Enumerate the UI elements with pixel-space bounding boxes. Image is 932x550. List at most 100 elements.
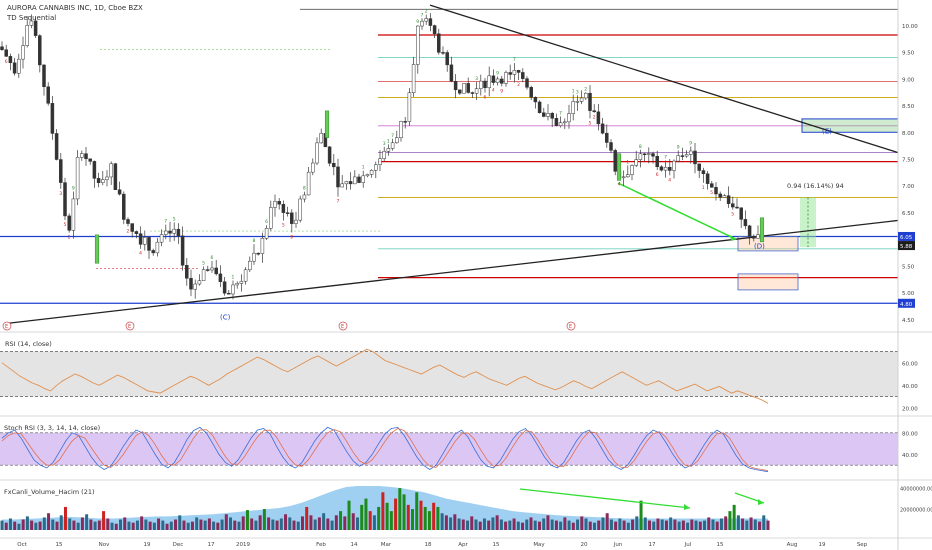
- td-count-label: 8: [639, 144, 642, 150]
- volume-bar: [724, 516, 728, 530]
- time-tick-label: 14: [351, 542, 358, 548]
- candle-body: [239, 280, 244, 284]
- candle-body: [390, 142, 395, 149]
- volume-bar: [474, 519, 478, 530]
- candle-body: [680, 155, 685, 157]
- earnings-marker-label: E: [569, 324, 572, 330]
- time-tick-label: 17: [208, 542, 215, 548]
- rsi-tick-label: 20.00: [902, 406, 918, 412]
- volume-bar: [360, 504, 364, 530]
- volume-pane[interactable]: [0, 486, 770, 530]
- volume-bar: [571, 522, 575, 530]
- time-tick-label: Mar: [381, 542, 392, 548]
- green-arrowhead: [730, 235, 736, 242]
- volume-bar: [466, 520, 470, 530]
- candle-body: [159, 234, 164, 243]
- stoch-rsi-pane[interactable]: [0, 426, 898, 473]
- candle-body: [113, 163, 118, 190]
- volume-bar: [453, 514, 457, 530]
- volume-bar: [385, 502, 389, 530]
- candle-body: [747, 225, 752, 237]
- candle-body: [739, 207, 743, 220]
- td-count-label: 9: [500, 88, 503, 94]
- volume-bar: [643, 517, 647, 530]
- volume-bar: [440, 513, 444, 530]
- candle-body: [252, 252, 256, 262]
- price-label-box: [898, 231, 915, 241]
- candle-body: [17, 58, 21, 74]
- price-label: 4.80: [900, 302, 913, 308]
- candle-body: [357, 176, 361, 183]
- volume-bar: [317, 517, 321, 530]
- candle-body: [487, 75, 491, 89]
- candle-body: [353, 176, 357, 185]
- volume-bar: [47, 513, 51, 530]
- volume-bar: [766, 520, 770, 530]
- time-tick-label: Dec: [173, 542, 184, 548]
- volume-bar: [174, 519, 178, 530]
- candle-body: [218, 273, 223, 282]
- candle-body: [386, 148, 391, 152]
- candle-body: [495, 78, 500, 83]
- volume-bar: [284, 514, 288, 530]
- support-zone-box: [737, 273, 799, 291]
- price-tick-label: 9.50: [902, 51, 915, 57]
- td-count-label: 2: [425, 9, 428, 15]
- candle-body: [630, 165, 634, 175]
- volume-bar: [512, 518, 516, 530]
- volume-bar: [656, 518, 660, 530]
- volume-bar: [533, 520, 537, 530]
- candle-body: [600, 123, 605, 134]
- candle-body: [143, 237, 147, 245]
- candle-body: [668, 167, 672, 171]
- time-tick-label: 19: [819, 542, 826, 548]
- volume-bar: [347, 500, 351, 530]
- earnings-marker[interactable]: [2, 321, 12, 331]
- volume-bar: [631, 519, 635, 530]
- time-tick-label: Jun: [613, 542, 623, 548]
- candle-body: [710, 183, 714, 188]
- stoch-rsi-label: Stoch RSI (3, 3, 14, 14, close): [4, 424, 100, 432]
- candle-body: [411, 64, 416, 93]
- target-zone-box: [801, 118, 899, 133]
- volume-bar: [605, 513, 609, 530]
- time-tick-label: 17: [649, 542, 656, 548]
- candle-body: [277, 201, 281, 205]
- earnings-marker[interactable]: [566, 321, 576, 331]
- candle-body: [46, 86, 50, 104]
- candle-body: [80, 153, 84, 158]
- candle-body: [424, 18, 428, 22]
- volume-bar: [140, 516, 144, 530]
- td-count-label: 5: [589, 120, 592, 126]
- volume-bar: [339, 511, 343, 530]
- volume-bar: [402, 494, 406, 530]
- volume-bar: [229, 517, 233, 530]
- price-tick-label: 8.00: [902, 131, 915, 137]
- volume-bar: [368, 511, 372, 530]
- earnings-marker[interactable]: [338, 321, 348, 331]
- candle-body: [584, 92, 588, 99]
- volume-bar: [34, 522, 38, 530]
- rsi-pane[interactable]: [0, 348, 898, 404]
- volume-bar: [186, 522, 190, 530]
- volume-bar: [157, 518, 161, 530]
- earnings-marker-label: E: [5, 324, 8, 330]
- earnings-marker[interactable]: [125, 321, 135, 331]
- td-count-label: 4: [139, 251, 142, 257]
- volume-bar: [288, 517, 292, 530]
- volume-bar: [152, 522, 156, 530]
- time-tick-label: 15: [717, 542, 724, 548]
- time-tick-label: 15: [56, 542, 63, 548]
- stoch-band: [0, 432, 898, 466]
- candle-body: [227, 292, 231, 295]
- volume-bar: [0, 520, 4, 530]
- candle-body: [705, 173, 710, 184]
- candle-body: [659, 166, 664, 171]
- volume-bar: [542, 518, 546, 530]
- candle-body: [88, 158, 92, 162]
- candle-body: [21, 45, 25, 60]
- candle-body: [290, 212, 294, 224]
- volume-bar: [292, 520, 296, 530]
